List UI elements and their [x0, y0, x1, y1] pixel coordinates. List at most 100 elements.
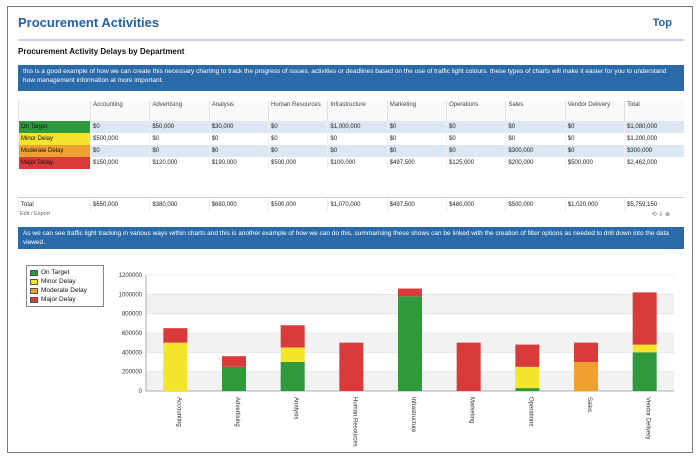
table-cell: $0 [386, 133, 447, 145]
stacked-bar-chart: 0 200000 400000 600000 800000 1000000 1200000 A… [119, 273, 674, 447]
chart-legend: On Target Minor Delay Moderate Delay Major … [26, 265, 104, 307]
column-header[interactable]: Marketing [386, 101, 447, 121]
table-cell: $0 [505, 121, 566, 133]
table-spacer [18, 169, 684, 198]
total-cell: $680,000 [208, 197, 269, 212]
bar-segment [280, 325, 305, 348]
column-header[interactable]: Total [624, 101, 684, 121]
bar-segment [515, 366, 540, 389]
total-label: Total [18, 197, 91, 212]
y-tick-label: 400000 [122, 350, 143, 356]
table-cell: $50,000 [149, 121, 210, 133]
x-tick-label: Sales [586, 397, 592, 412]
legend-item[interactable]: Major Delay [30, 295, 100, 304]
bar-segment [574, 342, 598, 362]
table-cell: $0 [89, 121, 150, 133]
total-cell: $5,759,150 [624, 197, 684, 212]
table-row: On Target $0 $50,000 $30,000 $0 $1,000,000 $0 $… [18, 121, 684, 133]
x-tick-label: Vendor Delivery [645, 397, 651, 439]
x-tick-label: Human Resources [351, 397, 357, 447]
bar-segment [280, 362, 305, 391]
legend-label: On Target [41, 269, 70, 276]
bar-segment [163, 328, 188, 343]
y-tick-label: 800000 [122, 312, 143, 318]
x-tick-label: Operations [527, 397, 533, 426]
table-cell: $0 [564, 145, 625, 157]
page-title: Procurement Activities [18, 15, 160, 30]
column-header[interactable]: Advertising [149, 101, 210, 121]
column-header[interactable]: Vendor Delivery [564, 101, 625, 121]
table-cell: $100,000 [327, 157, 388, 169]
total-cell: $480,000 [446, 197, 506, 212]
top-link[interactable]: Top [652, 17, 672, 29]
bar-segment [222, 366, 246, 391]
bar-segment [515, 344, 540, 367]
section-title: Procurement Activity Delays by Departmen… [18, 47, 185, 56]
bar-segment [632, 292, 657, 345]
y-tick-label: 600000 [122, 331, 143, 337]
bar-segment [222, 356, 246, 367]
column-header[interactable]: Infrastructure [327, 101, 388, 121]
table-cell: $0 [268, 145, 328, 157]
total-cell: $380,000 [149, 197, 210, 212]
table-cell: $0 [564, 121, 625, 133]
x-tick-label: Advertising [234, 397, 240, 427]
column-header[interactable]: Analysis [208, 101, 269, 121]
table-cell: $0 [386, 121, 447, 133]
table-cell: $0 [89, 145, 150, 157]
dashboard-panel: Procurement Activities Top Procurement A… [7, 6, 693, 453]
table-tools-icons[interactable]: ⟲ ⇩ ⊕ [651, 212, 670, 218]
table-cell: $190,000 [208, 157, 269, 169]
y-tick-label: 200000 [122, 370, 143, 376]
row-status-label: Major Delay [18, 157, 91, 169]
table-cell: $0 [268, 133, 328, 145]
table-cell: $1,200,000 [624, 133, 684, 145]
legend-label: Major Delay [41, 296, 76, 303]
total-cell: $497,500 [386, 197, 447, 212]
legend-label: Minor Delay [41, 278, 76, 285]
row-status-label: On Target [18, 121, 91, 133]
legend-item[interactable]: Moderate Delay [30, 286, 100, 295]
total-cell: $500,000 [268, 197, 328, 212]
table-cell: $0 [327, 145, 388, 157]
y-tick-label: 0 [139, 389, 143, 395]
table-cell: $30,000 [208, 121, 269, 133]
legend-swatch [30, 269, 38, 276]
bar-segment [632, 344, 657, 353]
bar-segment [574, 362, 598, 391]
legend-item[interactable]: On Target [30, 268, 100, 277]
legend-label: Moderate Delay [41, 287, 87, 294]
chart-info-banner: As we can see traffic light tracking in … [18, 227, 684, 249]
table-row: Major Delay $150,000 $120,000 $190,000 $500,… [18, 157, 684, 169]
column-header[interactable]: Operations [446, 101, 506, 121]
table-cell: $0 [446, 121, 506, 133]
column-header[interactable]: Accounting [89, 101, 150, 121]
table-row: Minor Delay $500,000 $0 $0 $0 $0 $0 $0 $0 $0 $1,20… [18, 133, 684, 145]
bar-segment [515, 388, 540, 391]
table-cell: $0 [149, 145, 210, 157]
table-cell: $200,000 [505, 157, 566, 169]
legend-swatch [30, 278, 38, 285]
table-cell: $1,000,000 [327, 121, 388, 133]
table-footnote[interactable]: Edit / Export [20, 211, 50, 217]
x-tick-label: Infrastructure [410, 397, 416, 433]
legend-item[interactable]: Minor Delay [30, 277, 100, 286]
table-cell: $1,080,000 [624, 121, 684, 133]
table-cell: $120,000 [149, 157, 210, 169]
table-cell: $150,000 [89, 157, 150, 169]
y-tick-label: 1200000 [119, 273, 143, 279]
table-total-row: Total $650,000 $380,000 $680,000 $500,000 $1,… [18, 197, 684, 212]
row-status-label: Minor Delay [18, 133, 91, 145]
table-cell: $500,000 [268, 157, 328, 169]
table-cell: $0 [505, 133, 566, 145]
table-cell: $500,000 [89, 133, 150, 145]
bar-segment [398, 288, 422, 297]
column-header[interactable]: Sales [505, 101, 566, 121]
table-row: Moderate Delay $0 $0 $0 $0 $0 $0 $0 $300,000 $0 $3… [18, 145, 684, 157]
table-corner [18, 101, 91, 121]
total-cell: $1,020,000 [564, 197, 625, 212]
table-cell: $0 [386, 145, 447, 157]
column-header[interactable]: Human Resources [268, 101, 328, 121]
table-cell: $300,000 [624, 145, 684, 157]
table-cell: $0 [327, 133, 388, 145]
